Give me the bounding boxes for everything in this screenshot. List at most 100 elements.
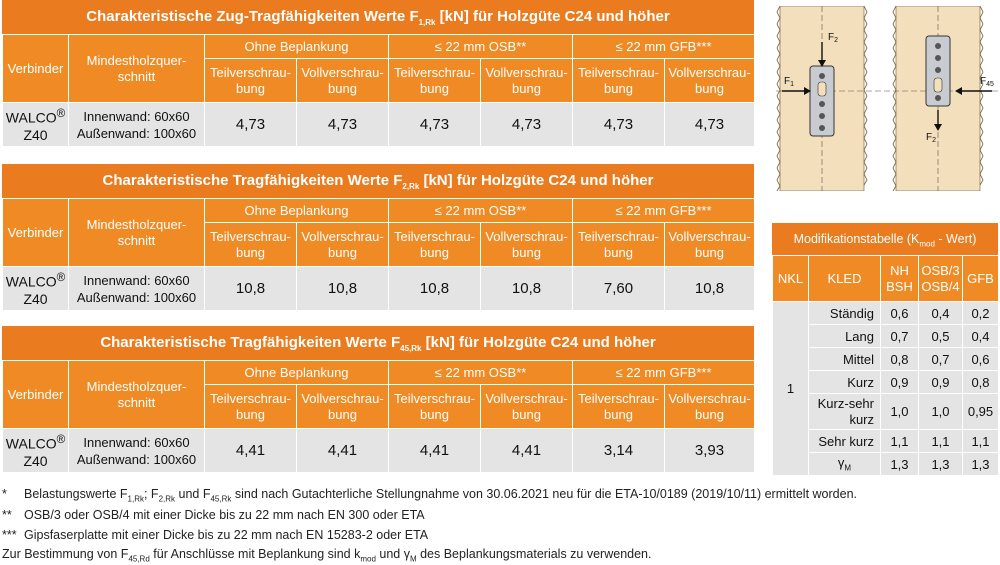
table-cell: 4,73 bbox=[296, 102, 389, 147]
table-cell: 1,1 bbox=[918, 429, 963, 453]
header-osb: OSB/3 OSB/4 bbox=[918, 255, 963, 302]
header-teilverschraubung: Teilverschrau-bung bbox=[388, 58, 481, 103]
header-osb: ≤ 22 mm OSB** bbox=[387, 360, 574, 385]
header-mindestholzquerschnitt: Mindestholzquer-schnitt bbox=[68, 360, 205, 429]
table-cell: 0,95 bbox=[962, 393, 999, 430]
header-ohne-beplankung: Ohne Beplankung bbox=[204, 360, 389, 385]
table-title: Charakteristische Tragfähigkeiten Werte … bbox=[2, 164, 754, 198]
footnote-3: *** Gipsfaserplatte mit einer Dicke bis z… bbox=[2, 528, 429, 542]
table-title: Charakteristische Tragfähigkeiten Werte … bbox=[2, 326, 754, 360]
table-cell: 4,41 bbox=[479, 428, 574, 473]
cell-kled: Lang bbox=[808, 324, 881, 348]
table-cell: 1,1 bbox=[962, 429, 999, 453]
table-cell: 0,8 bbox=[962, 370, 999, 394]
header-verbinder: Verbinder bbox=[2, 198, 69, 267]
cell-querschnitt: Innenwand: 60x60 Außenwand: 100x60 bbox=[68, 428, 205, 473]
table-cell: 3,14 bbox=[572, 428, 666, 473]
footnote-2: ** OSB/3 oder OSB/4 mit einer Dicke bis z… bbox=[2, 508, 425, 522]
table-cell: 4,73 bbox=[664, 102, 756, 147]
label-f1: F1 bbox=[784, 76, 794, 88]
header-vollverschraubung: Vollverschrau-bung bbox=[296, 222, 389, 267]
header-vollverschraubung: Vollverschrau-bung bbox=[664, 58, 756, 103]
header-mindestholzquerschnitt: Mindestholzquer-schnitt bbox=[68, 34, 205, 103]
table-cell: 4,73 bbox=[204, 102, 297, 147]
header-verbinder: Verbinder bbox=[2, 34, 69, 103]
modification-table: Modifikationstabelle (Kmod - Wert) NKL K… bbox=[772, 223, 999, 476]
table-cell: 0,4 bbox=[962, 324, 999, 348]
cell-verbinder-name: WALCO® Z40 bbox=[2, 266, 69, 311]
table-cell: 0,6 bbox=[962, 347, 999, 371]
table-cell: 7,60 bbox=[572, 266, 666, 311]
label-f45: F45 bbox=[980, 76, 994, 88]
header-verbinder: Verbinder bbox=[2, 360, 69, 429]
table-f45-tragfaehigkeit: Charakteristische Tragfähigkeiten Werte … bbox=[2, 326, 756, 473]
header-teilverschraubung: Teilverschrau-bung bbox=[204, 222, 297, 267]
table-cell: 4,41 bbox=[296, 428, 389, 473]
table-cell: 4,73 bbox=[479, 102, 574, 147]
table-cell: 0,9 bbox=[918, 370, 963, 394]
header-teilverschraubung: Teilverschrau-bung bbox=[572, 222, 666, 267]
header-vollverschraubung: Vollverschrau-bung bbox=[479, 222, 574, 267]
cell-gamma: γM bbox=[808, 452, 881, 476]
header-vollverschraubung: Vollverschrau-bung bbox=[296, 58, 389, 103]
cell-kled: Mittel bbox=[808, 347, 881, 371]
header-kled: KLED bbox=[808, 255, 881, 302]
cell-kled: Kurz-sehr kurz bbox=[808, 393, 881, 430]
header-vollverschraubung: Vollverschrau-bung bbox=[479, 384, 574, 429]
cell-kled: Ständig bbox=[808, 301, 881, 325]
cell-kled: Kurz bbox=[808, 370, 881, 394]
table-cell: 0,7 bbox=[880, 324, 919, 348]
header-gfb: GFB bbox=[962, 255, 999, 302]
header-vollverschraubung: Vollverschrau-bung bbox=[664, 222, 756, 267]
header-gfb: ≤ 22 mm GFB*** bbox=[572, 198, 756, 223]
table-cell: 0,7 bbox=[918, 347, 963, 371]
cell-verbinder-name: WALCO® Z40 bbox=[2, 102, 69, 147]
table-cell: 1,0 bbox=[918, 393, 963, 430]
table-cell: 10,8 bbox=[664, 266, 756, 311]
header-osb: ≤ 22 mm OSB** bbox=[387, 34, 574, 59]
table-f2-tragfaehigkeit: Charakteristische Tragfähigkeiten Werte … bbox=[2, 164, 756, 311]
table-cell: 4,41 bbox=[204, 428, 297, 473]
connector-plate-left bbox=[809, 65, 835, 137]
table-cell: 4,73 bbox=[388, 102, 481, 147]
header-teilverschraubung: Teilverschrau-bung bbox=[572, 384, 666, 429]
header-teilverschraubung: Teilverschrau-bung bbox=[388, 222, 481, 267]
connector-plate-right bbox=[925, 35, 951, 107]
header-vollverschraubung: Vollverschrau-bung bbox=[664, 384, 756, 429]
footnote-4: Zur Bestimmung von F45,Rd für Anschlüsse… bbox=[2, 547, 652, 564]
header-vollverschraubung: Vollverschrau-bung bbox=[296, 384, 389, 429]
header-teilverschraubung: Teilverschrau-bung bbox=[388, 384, 481, 429]
table-cell: 3,93 bbox=[664, 428, 756, 473]
table-cell: 10,8 bbox=[388, 266, 481, 311]
header-vollverschraubung: Vollverschrau-bung bbox=[479, 58, 574, 103]
table-cell: 0,4 bbox=[918, 301, 963, 325]
table-cell: 4,73 bbox=[572, 102, 666, 147]
table-cell: 0,9 bbox=[880, 370, 919, 394]
header-osb: ≤ 22 mm OSB** bbox=[387, 198, 574, 223]
table-title: Charakteristische Zug-Tragfähigkeiten We… bbox=[2, 0, 754, 34]
cell-verbinder-name: WALCO® Z40 bbox=[2, 428, 69, 473]
table-cell: 1,3 bbox=[962, 452, 999, 476]
modification-table-title: Modifikationstabelle (Kmod - Wert) bbox=[772, 223, 998, 255]
table-cell: 0,5 bbox=[918, 324, 963, 348]
header-nkl: NKL bbox=[772, 255, 809, 302]
header-gfb: ≤ 22 mm GFB*** bbox=[572, 360, 756, 385]
header-ohne-beplankung: Ohne Beplankung bbox=[204, 198, 389, 223]
table-cell: 0,2 bbox=[962, 301, 999, 325]
cell-kled: Sehr kurz bbox=[808, 429, 881, 453]
label-f2: F2 bbox=[828, 32, 838, 44]
table-cell: 10,8 bbox=[479, 266, 574, 311]
table-cell: 0,8 bbox=[880, 347, 919, 371]
table-cell: 10,8 bbox=[296, 266, 389, 311]
connector-drawing: F2 F1 F45 F2 bbox=[776, 5, 998, 192]
table-cell: 1,3 bbox=[880, 452, 919, 476]
cell-querschnitt: Innenwand: 60x60 Außenwand: 100x60 bbox=[68, 266, 205, 311]
table-cell: 0,6 bbox=[880, 301, 919, 325]
table-zug-tragfaehigkeit: Charakteristische Zug-Tragfähigkeiten We… bbox=[2, 0, 756, 147]
header-teilverschraubung: Teilverschrau-bung bbox=[204, 384, 297, 429]
table-cell: 1,0 bbox=[880, 393, 919, 430]
table-cell: 10,8 bbox=[204, 266, 297, 311]
header-gfb: ≤ 22 mm GFB*** bbox=[572, 34, 756, 59]
cell-querschnitt: Innenwand: 60x60 Außenwand: 100x60 bbox=[68, 102, 205, 147]
table-cell: 4,41 bbox=[388, 428, 481, 473]
